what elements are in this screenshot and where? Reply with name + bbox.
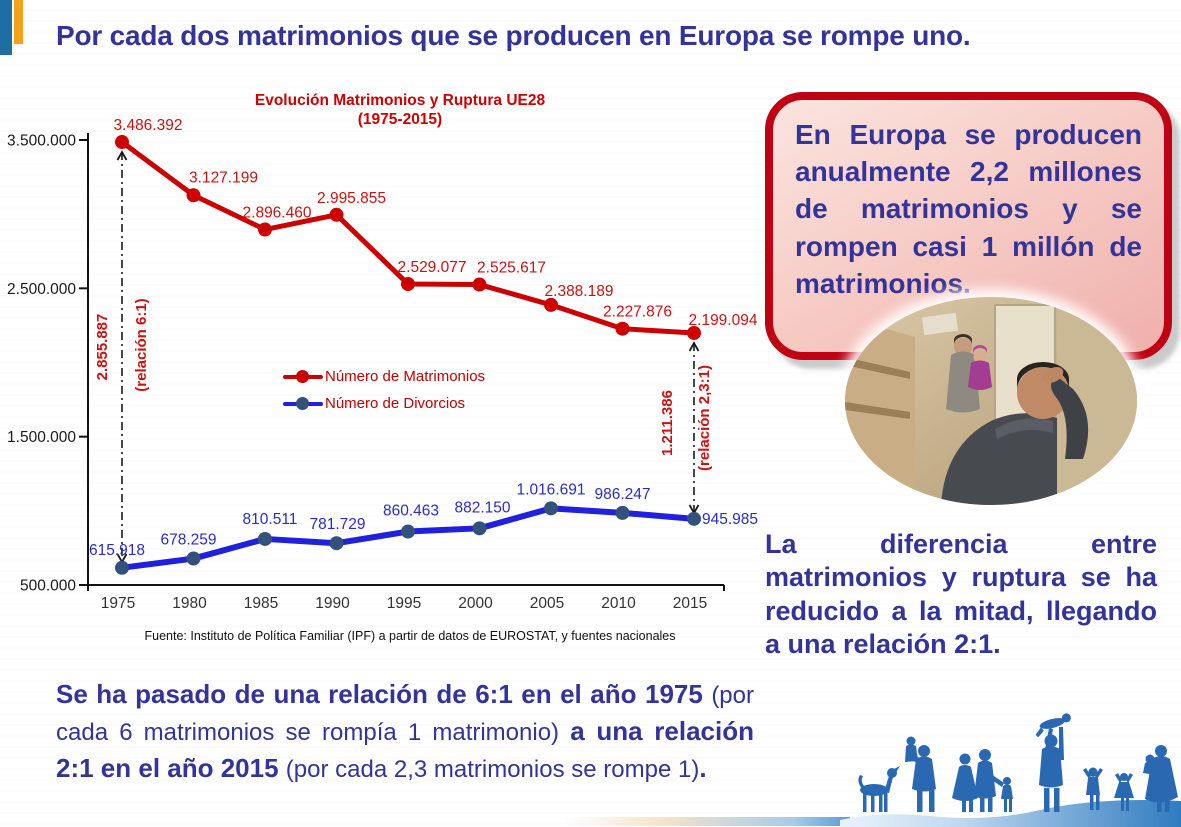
blue-line-marker-icon	[283, 396, 323, 411]
data-value-label: 945.985	[702, 511, 758, 528]
annotation-relation-label: (relación 6:1)	[133, 298, 150, 391]
x-tick-label: 1985	[244, 595, 278, 612]
marriages-data-point	[401, 277, 415, 292]
x-tick-label: 1980	[172, 595, 207, 612]
chart-legend: Número de Matrimonios Número de Divorcio…	[283, 363, 485, 417]
data-value-label: 810.511	[243, 511, 298, 528]
callout-text: En Europa se producen anualmente 2,2 mil…	[795, 119, 1142, 299]
paragraph-regular-segment: (por cada 6 matrimonios se rompía 1 matr…	[56, 682, 754, 747]
legend-label-matrimonios: Número de Matrimonios	[325, 368, 486, 385]
paragraph-bold-segment: Se ha pasado de una relación de 6:1 en e…	[56, 679, 712, 709]
red-line-marker-icon	[283, 369, 323, 384]
paragraph-bold-segment: a una relación 2:1 en el año 2015	[56, 716, 754, 784]
chart-source: Fuente: Instituto de Política Familiar (…	[144, 629, 676, 643]
y-tick-label: 1.500.000	[7, 429, 76, 446]
accent-bar-blue	[0, 0, 12, 55]
data-value-label: 678.259	[160, 532, 216, 549]
man-lifting-child-silhouette	[1035, 713, 1071, 812]
divorces-data-point	[258, 531, 272, 546]
legend-label-divorcios: Número de Divorcios	[325, 395, 466, 412]
data-value-label: 2.388.189	[545, 283, 614, 300]
divorces-data-point	[401, 524, 415, 539]
arrow-up-icon	[116, 150, 128, 161]
family-silhouette	[840, 713, 1181, 827]
x-tick-label: 2005	[530, 595, 564, 612]
divorces-data-point	[472, 521, 487, 536]
couple-with-child-silhouette	[952, 749, 1013, 812]
data-value-label: 3.486.392	[114, 117, 183, 134]
y-tick-label: 3.500.000	[7, 133, 76, 150]
data-value-label: 882.150	[454, 499, 510, 516]
x-tick-label: 1975	[101, 595, 135, 612]
marriages-data-point	[472, 277, 487, 292]
woman-with-baby	[946, 334, 992, 413]
data-value-label: 986.247	[594, 486, 650, 503]
child-raised-arms-silhouette	[1083, 767, 1103, 810]
man-holding-head	[941, 362, 1089, 505]
x-tick-label: 2000	[458, 595, 493, 612]
x-tick-label: 2015	[673, 595, 707, 612]
annotation-value-label: 1.211.386	[659, 390, 676, 456]
data-value-label: 1.016.691	[517, 481, 586, 498]
marriages-data-point	[544, 297, 558, 312]
small-girl-silhouette	[1114, 773, 1134, 811]
data-value-label: 2.529.077	[398, 259, 467, 276]
legend-row-matrimonios: Número de Matrimonios	[283, 363, 485, 390]
right-paragraph: La diferencia entre matrimonios y ruptur…	[765, 529, 1157, 660]
y-tick-label: 500.000	[20, 578, 76, 595]
marriages-data-point	[115, 135, 129, 150]
divorces-data-point	[115, 560, 129, 575]
data-value-label: 2.227.876	[603, 304, 672, 321]
chart-title-line1: Evolución Matrimonios y Ruptura UE28	[254, 92, 546, 109]
divorces-data-point	[687, 511, 701, 526]
data-value-label: 2.995.855	[317, 190, 386, 207]
accent-bar-orange	[14, 0, 23, 44]
x-tick-label: 1995	[387, 595, 421, 612]
man-carrying-child-silhouette	[905, 736, 936, 812]
annotation-relation-label: (relación 2,3:1)	[696, 365, 713, 471]
data-value-label: 2.896.460	[243, 205, 312, 222]
marriages-data-point	[615, 321, 630, 336]
callout-box: En Europa se producen anualmente 2,2 mil…	[765, 92, 1172, 360]
dog-silhouette	[858, 766, 900, 812]
x-tick-label: 2010	[601, 595, 636, 612]
chart-title-line2: (1975-2015)	[357, 111, 443, 129]
divorces-data-point	[615, 505, 630, 520]
data-value-label: 615.918	[89, 542, 145, 559]
bottom-paragraph: Se ha pasado de una relación de 6:1 en e…	[56, 676, 754, 787]
arrow-up-icon	[688, 341, 700, 352]
chart-title: Evolución Matrimonios y Ruptura UE28 (19…	[130, 91, 670, 130]
page-title: Por cada dos matrimonios que se producen…	[56, 20, 971, 51]
data-value-label: 2.199.094	[689, 312, 758, 329]
marriages-data-point	[258, 222, 272, 237]
marriages-data-point	[329, 207, 344, 222]
divorces-data-point	[186, 551, 201, 566]
data-value-label: 860.463	[383, 503, 439, 520]
marriage-divorce-chart: Evolución Matrimonios y Ruptura UE28 (19…	[0, 85, 760, 660]
family-photo-illustration	[845, 297, 1137, 505]
paragraph-regular-segment: (por cada 2,3 matrimonios se rompe 1)	[285, 756, 700, 784]
data-value-label: 3.127.199	[189, 169, 258, 186]
woman-with-baby-silhouette	[1143, 745, 1178, 812]
chart-plot-area: 3.500.000 2.500.000 1.500.000 500.000 1975 19…	[7, 117, 758, 612]
family-photo	[845, 297, 1137, 505]
marriages-data-point	[186, 188, 201, 203]
ground-strip	[565, 817, 850, 826]
divorces-data-point	[329, 536, 344, 551]
y-tick-label: 2.500.000	[7, 281, 76, 298]
marriages-data-point	[687, 325, 701, 340]
legend-row-divorcios: Número de Divorcios	[283, 390, 485, 417]
data-value-label: 781.729	[309, 516, 365, 533]
paragraph-bold-segment: .	[699, 753, 707, 784]
divorces-data-point	[544, 501, 558, 516]
data-value-label: 2.525.617	[477, 260, 546, 277]
x-tick-label: 1990	[315, 595, 350, 612]
annotation-value-label: 2.855.887	[94, 314, 111, 381]
